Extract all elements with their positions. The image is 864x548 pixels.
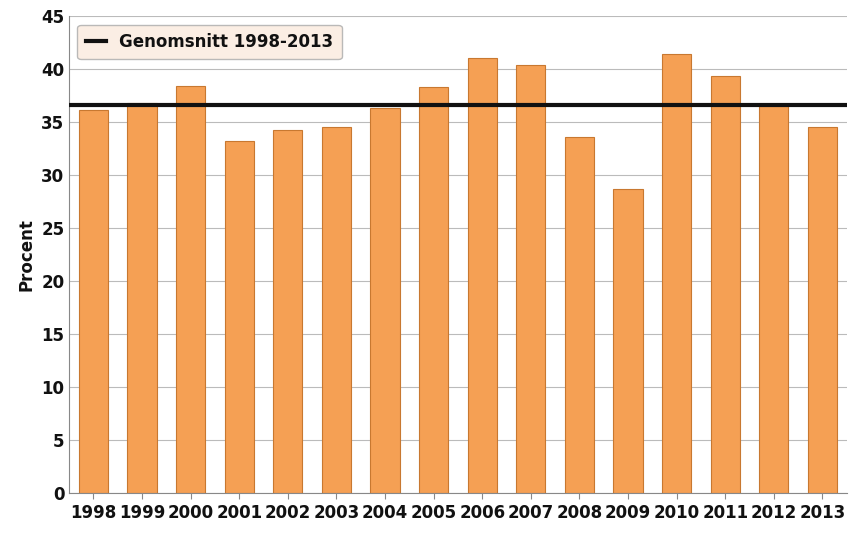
Bar xyxy=(517,65,545,493)
Bar xyxy=(225,141,254,493)
Bar xyxy=(710,76,740,493)
Bar xyxy=(467,58,497,493)
Bar xyxy=(128,104,156,493)
Bar xyxy=(565,137,594,493)
Y-axis label: Procent: Procent xyxy=(17,219,35,291)
Bar xyxy=(759,106,788,493)
Legend: Genomsnitt 1998-2013: Genomsnitt 1998-2013 xyxy=(78,25,341,59)
Bar xyxy=(613,189,643,493)
Bar xyxy=(176,87,206,493)
Bar xyxy=(808,127,837,493)
Bar xyxy=(419,88,448,493)
Bar xyxy=(371,107,399,493)
Bar xyxy=(321,127,351,493)
Bar xyxy=(273,130,302,493)
Bar xyxy=(79,110,108,493)
Bar xyxy=(662,54,691,493)
